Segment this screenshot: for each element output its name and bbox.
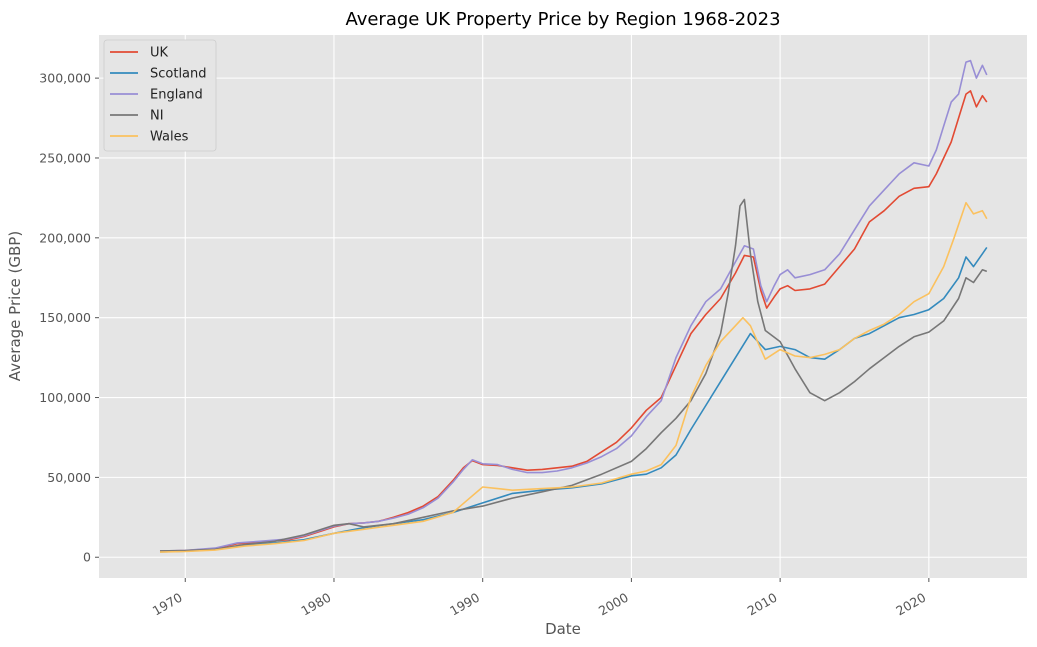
y-axis-label: Average Price (GBP) bbox=[6, 231, 24, 381]
legend-label: England bbox=[150, 88, 203, 103]
series-line-scotland bbox=[159, 246, 988, 553]
series-line-wales bbox=[159, 201, 988, 553]
x-tick-label: 1980 bbox=[298, 590, 333, 619]
chart-title: Average UK Property Price by Region 1968… bbox=[345, 9, 780, 30]
y-tick-label: 250,000 bbox=[39, 150, 91, 165]
y-tick-label: 150,000 bbox=[39, 310, 91, 325]
grid-lines bbox=[99, 35, 1027, 578]
y-tick-label: 200,000 bbox=[39, 230, 91, 245]
x-axis-ticks: 1970 1980 1990 2000 2010 2020 bbox=[150, 578, 930, 619]
legend-label: NI bbox=[150, 109, 164, 124]
y-tick-label: 50,000 bbox=[47, 470, 91, 485]
legend: UK Scotland England NI Wales bbox=[103, 39, 217, 152]
legend-label: UK bbox=[150, 46, 169, 61]
plot-background bbox=[99, 35, 1027, 578]
legend-label: Scotland bbox=[150, 67, 207, 82]
series-line-ni bbox=[159, 198, 988, 552]
x-axis-label: Date bbox=[545, 620, 581, 638]
series-lines bbox=[159, 59, 988, 553]
y-tick-label: 300,000 bbox=[39, 71, 91, 86]
y-tick-label: 100,000 bbox=[39, 390, 91, 405]
x-tick-label: 2020 bbox=[893, 590, 928, 619]
y-axis-ticks: 0 50,000 100,000 150,000 200,000 250,000 300,0… bbox=[39, 71, 99, 565]
legend-box bbox=[103, 39, 217, 152]
x-tick-label: 2010 bbox=[745, 590, 780, 619]
x-tick-label: 2000 bbox=[596, 590, 631, 619]
x-tick-label: 1970 bbox=[150, 590, 185, 619]
series-line-england bbox=[159, 59, 988, 552]
y-tick-label: 0 bbox=[83, 550, 91, 565]
legend-label: Wales bbox=[150, 130, 189, 145]
x-tick-label: 1990 bbox=[447, 590, 482, 619]
